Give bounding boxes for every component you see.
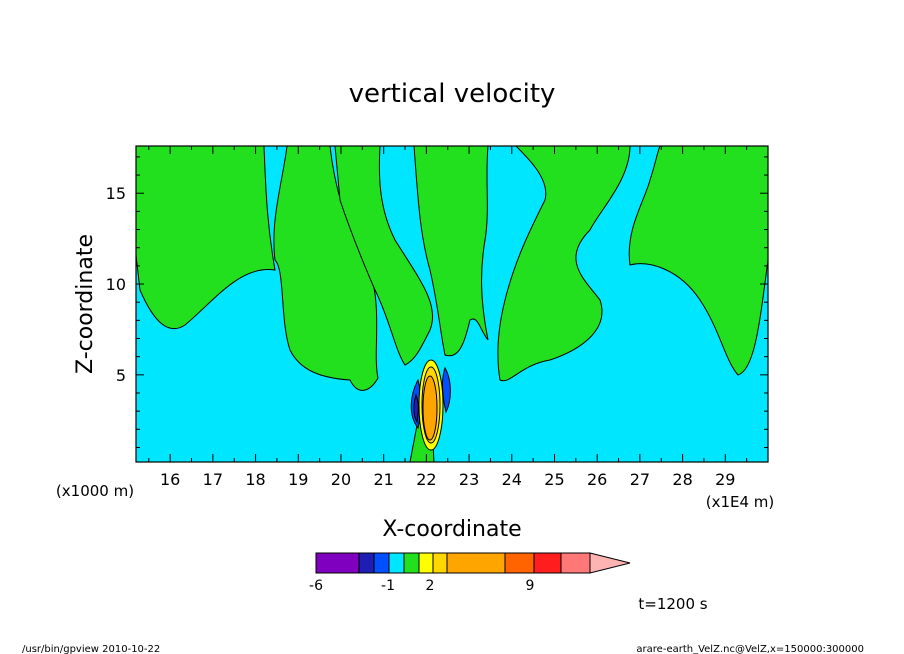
orange-core — [422, 375, 438, 441]
colorbar-segment — [560, 552, 591, 574]
darkblue-lobe — [413, 393, 419, 424]
x-tick-label: 27 — [630, 470, 650, 489]
y-ticks: 5 10 15 — [106, 156, 768, 448]
colorbar-segment — [358, 552, 375, 574]
x-tick-label: 24 — [502, 470, 522, 489]
colorbar-segment — [315, 552, 360, 574]
plot-frame — [135, 145, 769, 463]
x-tick-label: 23 — [459, 470, 479, 489]
blue-lobe-right — [442, 366, 451, 414]
footer-left: /usr/bin/gpview 2010-10-22 — [22, 644, 160, 654]
colorbar-segment — [446, 552, 506, 574]
x-tick-label: 18 — [245, 470, 265, 489]
x-unit-label: (x1E4 m) — [706, 493, 775, 511]
x-axis-label: X-coordinate — [382, 517, 521, 542]
x-tick-label: 19 — [288, 470, 308, 489]
colorbar-segment — [418, 552, 434, 574]
green-region-center-right — [497, 145, 631, 382]
velocity-core — [410, 359, 451, 451]
green-region-narrow — [334, 145, 434, 366]
colorbar-overflow-triangle — [589, 552, 631, 574]
colorbar-tick-label: 9 — [526, 578, 535, 594]
x-tick-label: 28 — [672, 470, 692, 489]
time-label: t=1200 s — [638, 595, 707, 613]
x-tick-label: 21 — [373, 470, 393, 489]
x-tick-label: 20 — [331, 470, 351, 489]
chart-title: vertical velocity — [349, 79, 556, 109]
y-tick-label: 5 — [116, 366, 126, 385]
green-region-center — [413, 145, 489, 357]
colorbar-segment — [388, 552, 405, 574]
x-tick-label: 26 — [587, 470, 607, 489]
x-tick-label: 17 — [203, 470, 223, 489]
colorbar-segment — [504, 552, 535, 574]
x-tick-label: 22 — [416, 470, 436, 489]
green-contour-regions — [135, 145, 769, 463]
colorbar-tick-label: -1 — [381, 578, 395, 594]
x-tick-label: 25 — [544, 470, 564, 489]
colorbar-segment — [533, 552, 562, 574]
colorbar-tick-label: 2 — [426, 578, 435, 594]
x-tick-label: 16 — [160, 470, 180, 489]
x-tick-label: 29 — [715, 470, 735, 489]
green-region-right — [628, 145, 769, 376]
colorbar-segment — [373, 552, 390, 574]
colorbar-tick-label: -6 — [309, 578, 323, 594]
y-unit-label: (x1000 m) — [56, 482, 134, 500]
x-ticks: 16 17 18 19 20 21 22 23 24 25 26 27 28 29 — [148, 146, 769, 489]
footer-right: arare-earth_VelZ.nc@VelZ,x=150000:300000 — [636, 644, 864, 654]
y-tick-label: 15 — [106, 184, 126, 203]
y-tick-label: 10 — [106, 275, 126, 294]
colorbar-tick-labels: -6 -1 2 9 — [309, 578, 534, 594]
colorbar — [315, 552, 631, 574]
green-region-left — [135, 145, 276, 330]
y-axis-label: Z-coordinate — [73, 234, 98, 374]
colorbar-segment — [432, 552, 448, 574]
colorbar-segment — [403, 552, 420, 574]
